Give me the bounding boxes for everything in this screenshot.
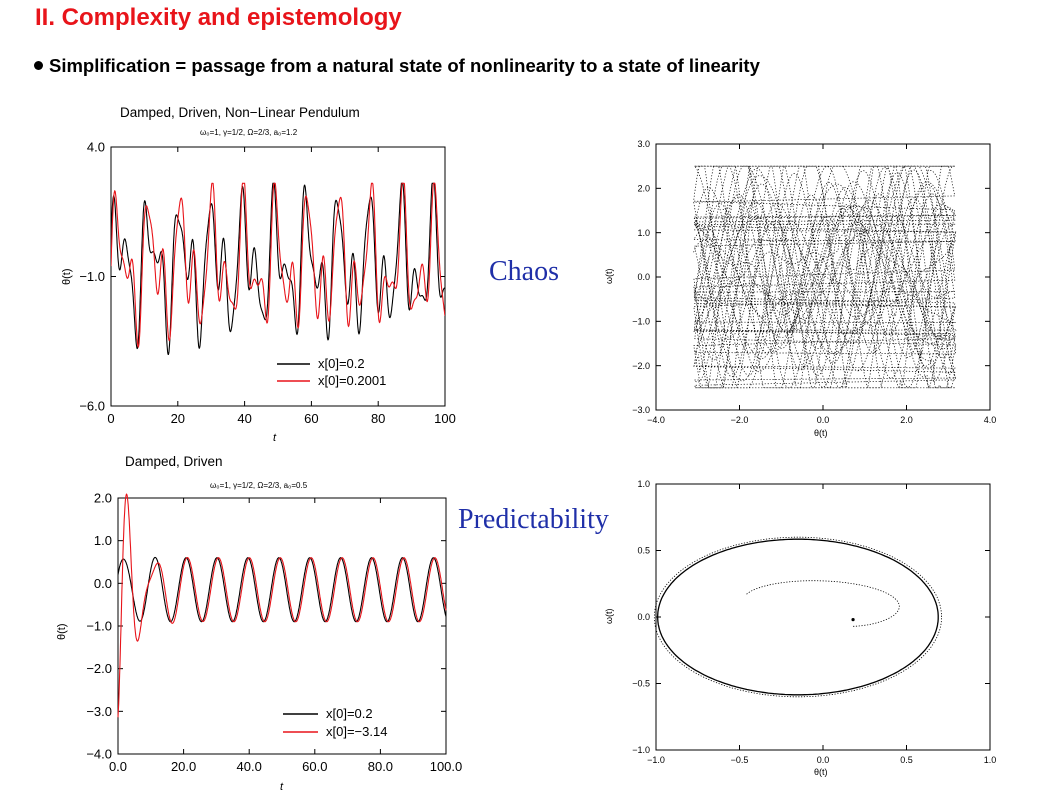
y-tick-label: −4.0 bbox=[86, 747, 112, 762]
x-tick-label: −2.0 bbox=[731, 415, 749, 425]
limit-cycle-solid bbox=[658, 539, 939, 695]
legend-label-red: x[0]=0.2001 bbox=[318, 373, 386, 388]
predictability-label: Predictability bbox=[458, 504, 609, 536]
x-axis-label: t bbox=[280, 781, 284, 793]
x-axis-label: t bbox=[273, 432, 277, 444]
x-tick-label: −1.0 bbox=[647, 755, 665, 765]
chart-chaotic-phase-portrait: −4.0 −2.0 0.0 2.0 4.0 −3.0 −2.0 −1.0 0.0 1.0 2.0 3.… bbox=[604, 139, 996, 438]
y-tick-label: −1.0 bbox=[632, 316, 650, 326]
y-axis-label: θ(t) bbox=[56, 624, 68, 641]
chart-periodic-phase-portrait: −1.0 −0.5 0.0 0.5 1.0−1.0−0.50.00.51.0 ω(t) … bbox=[604, 479, 996, 777]
y-tick-label: 0.0 bbox=[637, 272, 650, 282]
x-tick-label: 60 bbox=[304, 411, 318, 426]
x-tick-label: 100 bbox=[434, 411, 456, 426]
y-tick-label: −1.0 bbox=[86, 619, 112, 634]
series-group bbox=[654, 537, 941, 697]
x-tick-label: 60.0 bbox=[302, 759, 327, 774]
x-tick-label: 20.0 bbox=[171, 759, 196, 774]
y-tick-label: 0.0 bbox=[94, 576, 112, 591]
y-tick-label: −3.0 bbox=[632, 405, 650, 415]
x-tick-label: −4.0 bbox=[647, 415, 665, 425]
x-tick-label: 1.0 bbox=[984, 755, 997, 765]
y-tick-label: −1.0 bbox=[632, 745, 650, 755]
plot-frame bbox=[118, 498, 446, 754]
series-line-red bbox=[118, 494, 446, 717]
series-line-black bbox=[111, 183, 445, 354]
start-point bbox=[851, 618, 854, 621]
y-tick-label: 3.0 bbox=[637, 139, 650, 149]
y-tick-label: −0.5 bbox=[632, 679, 650, 689]
chart-chaotic-time-series: Damped, Driven, Non−Linear Pendulum ω₀=1… bbox=[61, 105, 456, 444]
y-tick-label: 1.0 bbox=[94, 533, 112, 548]
x-tick-label: 0.5 bbox=[900, 755, 913, 765]
x-tick-label: 80.0 bbox=[368, 759, 393, 774]
x-tick-label: 0 bbox=[107, 411, 114, 426]
transient-spiral bbox=[746, 581, 899, 627]
legend: x[0]=0.2 x[0]=−3.14 bbox=[283, 706, 387, 739]
y-tick-label: 1.0 bbox=[637, 228, 650, 238]
y-axis-label: θ(t) bbox=[61, 269, 73, 286]
chart-subtitle: ω₀=1, γ=1/2, Ω=2/3, a₀=1.2 bbox=[200, 128, 298, 137]
y-tick-label: 2.0 bbox=[94, 491, 112, 506]
y-tick-label: 4.0 bbox=[87, 140, 105, 155]
series-group bbox=[111, 183, 445, 354]
chaos-label: Chaos bbox=[489, 256, 559, 288]
y-tick-label: 0.0 bbox=[637, 612, 650, 622]
x-tick-label: 100.0 bbox=[430, 759, 463, 774]
y-tick-label: −3.0 bbox=[86, 704, 112, 719]
chart-title: Damped, Driven bbox=[125, 454, 223, 469]
series-group bbox=[118, 494, 446, 717]
y-tick-label: 0.5 bbox=[637, 546, 650, 556]
x-tick-label: 0.0 bbox=[817, 415, 830, 425]
y-tick-label: −1.0 bbox=[79, 269, 105, 284]
y-tick-label: −2.0 bbox=[632, 361, 650, 371]
x-tick-label: 2.0 bbox=[900, 415, 913, 425]
chart-periodic-time-series: Damped, Driven ω₀=1, γ=1/2, Ω=2/3, a₀=0.… bbox=[56, 454, 462, 793]
limit-cycle-dotted bbox=[654, 537, 941, 697]
attractor-trajectory bbox=[694, 198, 956, 353]
x-tick-label: 80 bbox=[371, 411, 385, 426]
x-axis-label: θ(t) bbox=[814, 767, 828, 777]
legend: x[0]=0.2 x[0]=0.2001 bbox=[277, 356, 386, 388]
y-axis-label: ω(t) bbox=[604, 268, 614, 284]
y-tick-label: −2.0 bbox=[86, 661, 112, 676]
x-tick-label: 4.0 bbox=[984, 415, 997, 425]
plot-frame bbox=[656, 144, 990, 410]
x-tick-label: −0.5 bbox=[731, 755, 749, 765]
x-tick-label: 40 bbox=[237, 411, 251, 426]
x-tick-label: 20 bbox=[171, 411, 185, 426]
y-axis-label: ω(t) bbox=[604, 608, 614, 624]
series-group bbox=[694, 166, 956, 388]
series-line-black bbox=[118, 557, 446, 621]
chart-title: Damped, Driven, Non−Linear Pendulum bbox=[120, 105, 360, 120]
legend-label-black: x[0]=0.2 bbox=[318, 356, 365, 371]
x-tick-label: 40.0 bbox=[237, 759, 262, 774]
plot-frame bbox=[656, 484, 990, 750]
legend-label-red: x[0]=−3.14 bbox=[326, 724, 387, 739]
legend-label-black: x[0]=0.2 bbox=[326, 706, 373, 721]
y-tick-label: 2.0 bbox=[637, 183, 650, 193]
y-tick-label: −6.0 bbox=[79, 399, 105, 414]
x-axis-label: θ(t) bbox=[814, 428, 828, 438]
x-tick-label: 0.0 bbox=[817, 755, 830, 765]
chart-subtitle: ω₀=1, γ=1/2, Ω=2/3, a₀=0.5 bbox=[210, 481, 308, 490]
y-tick-label: 1.0 bbox=[637, 479, 650, 489]
